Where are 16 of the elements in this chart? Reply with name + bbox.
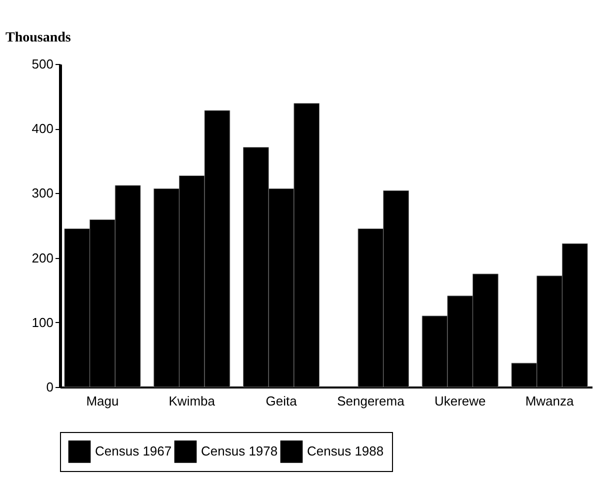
legend-label: Census 1988 [307, 444, 384, 459]
x-tick-label: Ukerewe [434, 394, 486, 408]
y-tick-label: 100 [32, 314, 54, 330]
x-tick-label: Geita [266, 394, 298, 408]
x-tick-label: Magu [86, 394, 119, 408]
y-tick-label: 300 [32, 186, 54, 201]
x-tick-label: Kwimba [168, 394, 216, 408]
y-axis-title: Thousands [6, 30, 72, 46]
y-tick-label: 500 [32, 56, 54, 72]
y-tick-label: 200 [32, 250, 54, 266]
x-tick-label: Sengerema [337, 394, 406, 408]
y-tick-label: 400 [32, 121, 54, 136]
x-tick-label: Mwanza [525, 394, 574, 408]
legend-label: Census 1978 [201, 444, 278, 459]
y-tick-label: 0 [46, 380, 54, 394]
legend-label: Census 1967 [95, 444, 172, 459]
